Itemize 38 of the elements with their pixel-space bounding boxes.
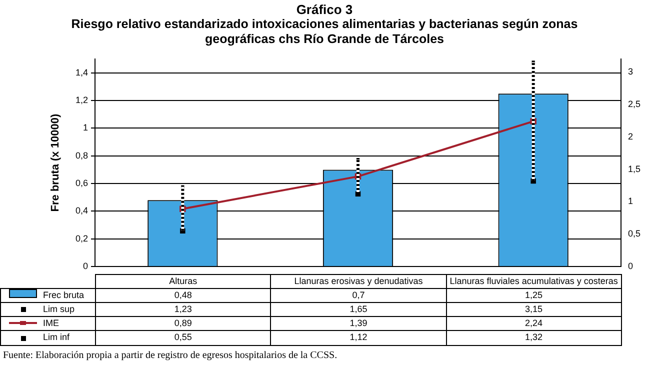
- data-label: 0,7: [270, 288, 446, 303]
- data-label: 1,39: [270, 316, 446, 331]
- y-tick-label: 0,6: [75, 178, 88, 188]
- y2-tick-label: 0,5: [628, 228, 641, 239]
- y2-tick-label: 0: [628, 261, 634, 272]
- y2-tick-label: 1,5: [628, 164, 641, 174]
- y-axis-title: Fre bruta (x 10000): [50, 114, 62, 212]
- data-label: 1,25: [446, 288, 622, 303]
- data-label: 1,12: [270, 330, 446, 345]
- y-tick-label: 1: [82, 122, 88, 133]
- data-label: 3,15: [446, 302, 622, 317]
- y2-tick-label: 2: [628, 131, 634, 142]
- data-label: 2,24: [446, 316, 622, 331]
- y2-tick-label: 1: [628, 196, 634, 206]
- data-label: 0,55: [96, 330, 271, 345]
- legend-label: Frec bruta: [43, 290, 84, 300]
- source-note: Fuente: Elaboración propia a partir de registro de egresos hospitalarios de la CCSS.: [2, 350, 338, 360]
- data-label: 1,23: [96, 302, 271, 317]
- data-label: 1,65: [270, 302, 446, 317]
- y-tick-label: 0,4: [75, 206, 88, 216]
- y2-tick-label: 2,5: [628, 98, 641, 109]
- data-label: 0,48: [96, 288, 271, 303]
- legend-label: Lim sup: [43, 304, 75, 314]
- y-tick-label: 1,2: [75, 95, 88, 106]
- x-tick-label: Llanuras fluviales acumulativas y costeras: [446, 274, 622, 288]
- x-tick-label: Alturas: [96, 274, 271, 288]
- legend-label: IME: [43, 318, 60, 328]
- y-tick-label: 1,4: [75, 67, 88, 78]
- chart-subtitle: Riesgo relativo estandarizado intoxicaciones alimentarias y bacterianas según zonas geográficas chs Río Grande de Tárcoles: [70, 17, 579, 47]
- x-tick-label: Llanuras erosivas y denudativas: [270, 274, 446, 288]
- legend-label: Lim inf: [43, 332, 70, 342]
- data-label: 0,89: [96, 316, 271, 331]
- y2-tick-label: 3: [628, 66, 634, 76]
- y-tick-label: 0,2: [75, 233, 88, 244]
- y-tick-label: 0,8: [75, 150, 88, 160]
- data-label: 1,32: [446, 330, 622, 345]
- y-tick-label: 0: [82, 261, 88, 272]
- chart-title: Gráfico 3: [295, 2, 354, 17]
